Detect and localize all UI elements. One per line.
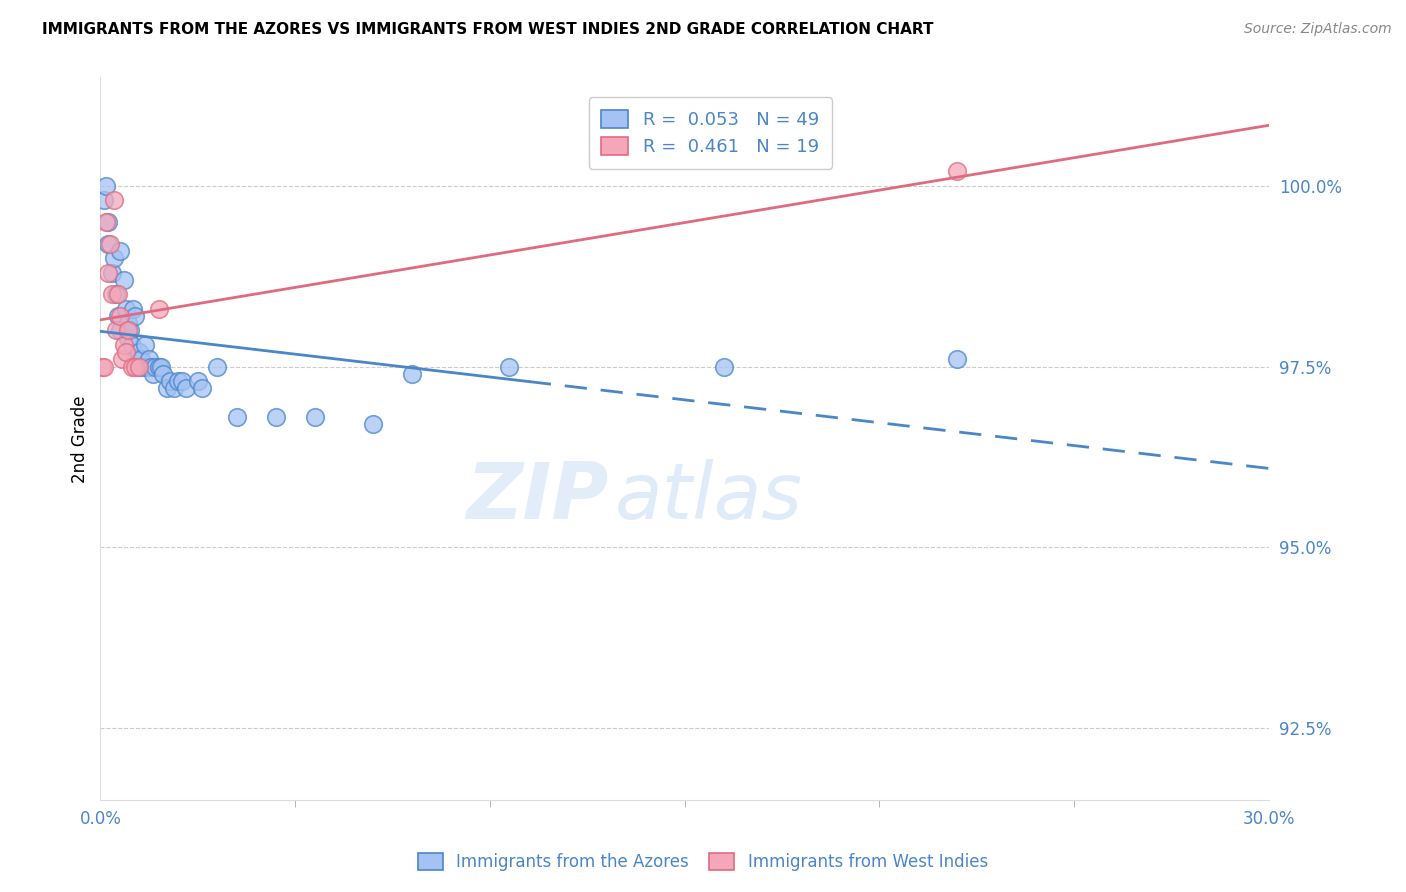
Point	[121, 338, 143, 352]
Point	[148, 359, 170, 374]
Point	[107, 309, 129, 323]
Point	[97, 236, 120, 251]
Point	[104, 287, 127, 301]
Point	[96, 215, 118, 229]
Point	[96, 178, 118, 193]
Point	[163, 381, 186, 395]
Point	[187, 374, 209, 388]
Text: Source: ZipAtlas.com: Source: ZipAtlas.com	[1244, 22, 1392, 37]
Point	[103, 251, 125, 265]
Point	[97, 266, 120, 280]
Text: IMMIGRANTS FROM THE AZORES VS IMMIGRANTS FROM WEST INDIES 2ND GRADE CORRELATION : IMMIGRANTS FROM THE AZORES VS IMMIGRANTS…	[42, 22, 934, 37]
Point	[124, 359, 146, 374]
Point	[124, 309, 146, 323]
Point	[946, 164, 969, 178]
Point	[101, 287, 124, 301]
Point	[97, 215, 120, 229]
Point	[128, 359, 150, 374]
Point	[190, 381, 212, 395]
Point	[117, 323, 139, 337]
Point	[149, 359, 172, 374]
Point	[111, 352, 134, 367]
Point	[128, 345, 150, 359]
Point	[112, 273, 135, 287]
Point	[98, 236, 121, 251]
Point	[172, 374, 194, 388]
Y-axis label: 2nd Grade: 2nd Grade	[72, 395, 89, 483]
Point	[114, 301, 136, 316]
Point	[132, 359, 155, 374]
Point	[946, 352, 969, 367]
Point	[118, 323, 141, 337]
Legend: Immigrants from the Azores, Immigrants from West Indies: Immigrants from the Azores, Immigrants f…	[409, 845, 997, 880]
Point	[104, 323, 127, 337]
Point	[205, 359, 228, 374]
Point	[134, 338, 156, 352]
Point	[304, 410, 326, 425]
Point	[159, 374, 181, 388]
Point	[401, 367, 423, 381]
Point	[225, 410, 247, 425]
Point	[129, 352, 152, 367]
Point	[148, 301, 170, 316]
Point	[108, 323, 131, 337]
Point	[103, 194, 125, 208]
Point	[101, 266, 124, 280]
Point	[93, 194, 115, 208]
Point	[152, 367, 174, 381]
Point	[143, 359, 166, 374]
Point	[114, 345, 136, 359]
Point	[136, 359, 159, 374]
Point	[93, 359, 115, 374]
Point	[264, 410, 287, 425]
Legend: R =  0.053   N = 49, R =  0.461   N = 19: R = 0.053 N = 49, R = 0.461 N = 19	[589, 97, 831, 169]
Point	[128, 359, 150, 374]
Point	[107, 287, 129, 301]
Point	[121, 359, 143, 374]
Text: ZIP: ZIP	[467, 458, 609, 534]
Point	[713, 359, 735, 374]
Point	[174, 381, 197, 395]
Point	[122, 301, 145, 316]
Point	[139, 359, 162, 374]
Point	[498, 359, 520, 374]
Point	[142, 367, 165, 381]
Point	[108, 244, 131, 258]
Text: atlas: atlas	[614, 458, 803, 534]
Point	[112, 338, 135, 352]
Point	[361, 417, 384, 432]
Point	[91, 359, 114, 374]
Point	[167, 374, 190, 388]
Point	[117, 331, 139, 345]
Point	[108, 309, 131, 323]
Point	[138, 352, 160, 367]
Point	[155, 381, 177, 395]
Point	[117, 316, 139, 330]
Point	[124, 352, 146, 367]
